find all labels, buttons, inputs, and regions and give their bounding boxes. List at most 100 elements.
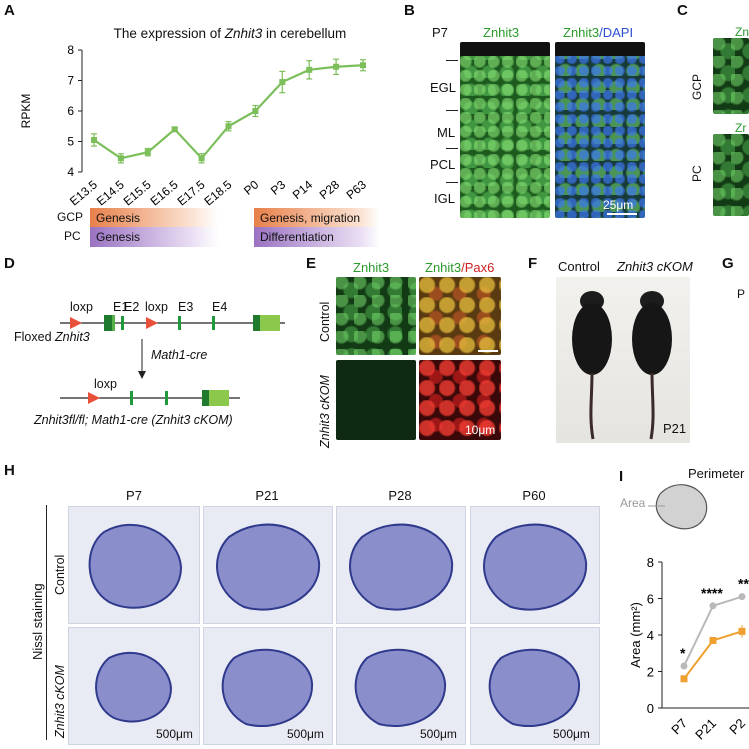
h-side-line [46,505,47,740]
a-ytick-label-1: 5 [67,135,74,149]
i-sig-1: **** [701,585,723,601]
a-xtick-label-4: E17.5 [175,177,208,208]
pc-row-label: PC [64,229,81,243]
b-layer-ml: ML [437,125,456,140]
a-xtick-label-1: E14.5 [94,177,127,208]
chart-a-title: The expression of Znhit3 in cerebellum [75,26,385,41]
h-section-control-p7 [68,506,200,624]
i-point-0-0 [680,662,688,670]
c-pc-label: PC [690,165,704,182]
gcp-row-label: GCP [57,210,84,224]
a-point-0 [91,136,97,143]
pc-genesis-bar: Genesis [90,227,218,247]
i-ytick-label-0: 0 [647,701,654,716]
panel-label-g: G [722,255,734,272]
h-scale-3: 500μm [420,727,457,741]
e-micrograph-control-znhit3 [336,277,416,355]
a-point-5 [225,123,232,130]
f-cko: Znhit3 cKOM [617,259,693,274]
a-xtick-label-5: E18.5 [201,177,234,208]
a-ytick-label-3: 7 [67,74,74,88]
h-row-cko: Znhit3 cKOM [53,665,67,738]
f-control: Control [558,259,600,274]
a-xtick-label-8: P14 [290,177,316,202]
h-section-control-p21 [203,506,333,624]
a-xtick-label-2: E15.5 [121,177,154,208]
d-loxp-2: loxp [145,300,168,314]
e-micrograph-cko-merge [419,360,501,440]
d-cre-label: Math1-cre [151,348,208,362]
i-ytick-label-1: 2 [647,665,654,680]
panel-label-c: C [677,2,688,19]
a-point-3 [171,126,178,133]
g-label: P [737,287,746,301]
a-xtick-label-3: E16.5 [148,177,181,208]
b-tick-2 [446,110,458,111]
a-ytick-label-4: 8 [67,43,74,57]
h-row-control: Control [53,554,67,595]
i-ytick-label-3: 6 [647,592,654,607]
gcp-genesis-bar: Genesis [90,208,218,228]
i-xtick-label-2: P2 [726,716,748,738]
d-floxed-gene: Znhit3 [55,330,90,344]
i-ytick-label-4: 8 [647,555,654,570]
b-tick-3 [446,148,458,149]
b-micrograph-znhit3 [460,42,550,218]
d-loxp-3: loxp [94,377,117,391]
panel-label-i: I [619,468,624,485]
a-ytick-label-0: 4 [67,165,74,179]
b-age: P7 [432,25,448,40]
gcp-genesis-migration-bar: Genesis, migration [254,208,380,228]
a-point-6 [252,108,259,114]
i-cerebellum-icon [648,484,708,530]
b-ch1: Znhit3 [483,25,520,40]
a-point-2 [144,149,151,156]
b-layer-egl: EGL [430,80,457,95]
b-tick-1 [446,60,458,61]
d-genotype: Znhit3fl/fl; Math1-cre (Znhit3 cKOM) [34,413,233,427]
pc-differentiation-bar: Differentiation [254,227,380,247]
chart-a-title-pre: The expression of [113,26,225,41]
e-ch2a: Znhit3 [425,260,462,275]
i-point-1-1 [709,636,717,644]
panel-label-h: H [4,462,15,479]
i-ylabel: Area (mm²) [628,602,643,668]
a-xtick-label-9: P28 [317,177,343,202]
h-section-control-p60 [470,506,600,624]
i-point-0-1 [709,602,717,610]
i-perimeter: Perimeter [688,466,745,481]
e-row-cko: Znhit3 cKOM [318,375,332,448]
panel-label-e: E [306,255,317,272]
panel-label-b: B [404,2,415,19]
c-micrograph-gcp [713,38,749,114]
c-micrograph-pc [713,134,749,216]
h-section-cko-p60 [470,627,600,745]
d-floxed-label: Floxed Znhit3 [14,330,90,344]
a-xtick-label-7: P3 [268,177,288,197]
i-point-1-0 [680,675,688,683]
h-section-control-p28 [336,506,466,624]
b-ch2: Znhit3/DAPI [563,25,633,40]
d-e3: E3 [178,300,194,314]
a-ylabel: RPKM [19,94,33,129]
e-scale-bar [478,350,498,352]
a-point-9 [333,63,340,70]
panel-label-f: F [528,255,538,272]
c-gcp-label: GCP [690,73,704,100]
b-ch2a: Znhit3 [563,25,600,40]
e-row-control: Control [318,301,332,342]
d-loxp-1: loxp [70,300,93,314]
f-photo [556,277,690,443]
i-xtick-label-1: P21 [692,716,719,743]
h-side-label: Nissl staining [30,583,45,660]
panel-label-d: D [4,255,15,272]
h-age-p21: P21 [255,488,279,503]
h-scale-2: 500μm [287,727,324,741]
a-xtick-label-10: P63 [344,177,370,202]
d-e2: E2 [124,300,140,314]
e-micrograph-cko-znhit3 [336,360,416,440]
b-ch2b: /DAPI [599,25,634,40]
i-sig-2: ** [738,576,749,592]
